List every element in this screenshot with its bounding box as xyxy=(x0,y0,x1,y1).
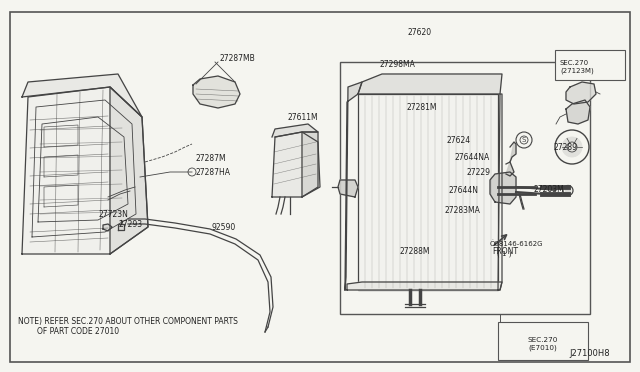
Text: FRONT: FRONT xyxy=(492,247,518,257)
Bar xyxy=(358,94,498,290)
Polygon shape xyxy=(345,82,362,290)
Text: J27100H8: J27100H8 xyxy=(570,350,610,359)
Polygon shape xyxy=(338,180,358,197)
Polygon shape xyxy=(118,224,124,230)
Polygon shape xyxy=(506,162,514,176)
Text: 27287HA: 27287HA xyxy=(196,167,231,176)
Text: 27229: 27229 xyxy=(467,167,491,176)
Text: SEC.270
(27123M): SEC.270 (27123M) xyxy=(560,60,594,74)
Polygon shape xyxy=(566,100,590,124)
Text: 27624: 27624 xyxy=(447,135,471,144)
Text: 27644NA: 27644NA xyxy=(455,153,490,161)
Text: NOTE) REFER SEC.270 ABOUT OTHER COMPONENT PARTS
        OF PART CODE 27010: NOTE) REFER SEC.270 ABOUT OTHER COMPONEN… xyxy=(18,317,238,336)
Text: 27611M: 27611M xyxy=(288,112,319,122)
Text: 27644N: 27644N xyxy=(449,186,479,195)
Polygon shape xyxy=(358,74,502,94)
Text: 27283MA: 27283MA xyxy=(445,205,481,215)
Bar xyxy=(498,322,588,360)
Text: SEC.270
(E7010): SEC.270 (E7010) xyxy=(528,337,558,351)
Text: 27281M: 27281M xyxy=(407,103,438,112)
Text: 27287MB: 27287MB xyxy=(220,54,256,62)
Text: 27289: 27289 xyxy=(554,142,578,151)
Text: ( 1 ): ( 1 ) xyxy=(497,251,511,257)
Text: 27287M: 27287M xyxy=(196,154,227,163)
Text: 27288M: 27288M xyxy=(400,247,431,257)
Bar xyxy=(340,62,590,314)
Text: 27293: 27293 xyxy=(118,219,142,228)
Text: 27298MA: 27298MA xyxy=(380,60,416,68)
Circle shape xyxy=(565,187,571,193)
Text: 27620: 27620 xyxy=(408,28,432,36)
Polygon shape xyxy=(490,172,516,204)
Polygon shape xyxy=(347,282,502,290)
Text: 27723N: 27723N xyxy=(98,209,128,218)
Polygon shape xyxy=(103,224,112,231)
Polygon shape xyxy=(110,87,148,254)
Polygon shape xyxy=(272,132,320,197)
Text: 27203M: 27203M xyxy=(534,185,564,193)
Polygon shape xyxy=(22,74,142,117)
Text: 92590: 92590 xyxy=(212,222,236,231)
FancyBboxPatch shape xyxy=(555,50,625,80)
Polygon shape xyxy=(272,124,318,137)
Polygon shape xyxy=(193,76,240,108)
Circle shape xyxy=(562,137,582,157)
Text: Ó08146-6162G: Ó08146-6162G xyxy=(490,241,543,247)
Polygon shape xyxy=(566,82,596,104)
Polygon shape xyxy=(510,142,516,162)
Polygon shape xyxy=(302,132,318,197)
Text: S: S xyxy=(522,137,526,143)
Polygon shape xyxy=(22,87,148,254)
